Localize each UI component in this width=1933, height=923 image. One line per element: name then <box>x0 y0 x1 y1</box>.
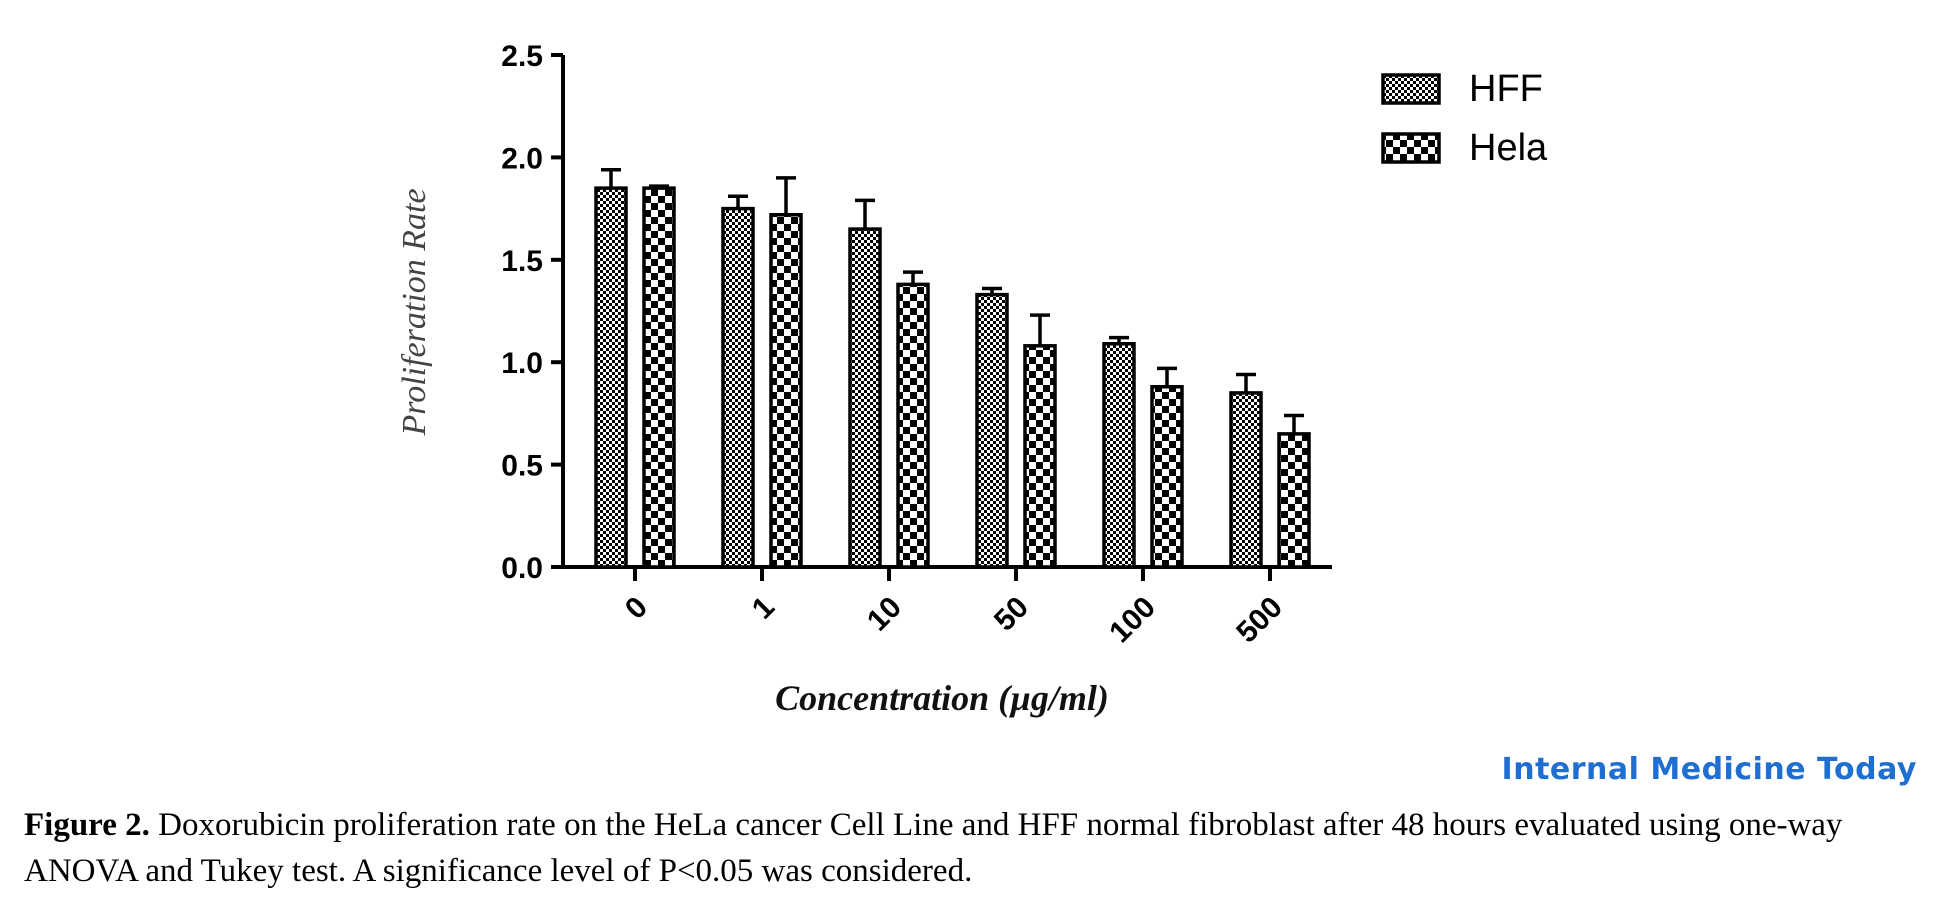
axes <box>551 53 1332 581</box>
bar-hela-0 <box>642 186 676 569</box>
bar-hela-1 <box>769 212 803 569</box>
y-tick-label: 2.0 <box>501 142 543 175</box>
x-tick-label: 0 <box>619 591 654 626</box>
figure-label: Figure 2. <box>24 807 150 843</box>
y-tick-label: 0.5 <box>501 450 543 483</box>
bars <box>594 167 1311 569</box>
figure-caption: Figure 2. Doxorubicin proliferation rate… <box>24 802 1914 894</box>
bar-hff-1 <box>721 206 755 569</box>
legend-label-hela: Hela <box>1469 127 1548 169</box>
bar-chart: 0 1 10 50 100 500 0.0 0.5 1.0 1.5 2.0 2.5 Prolifer… <box>396 40 1548 718</box>
y-axis-title: Proliferation Rate <box>396 188 433 436</box>
bar-hff-500 <box>1229 391 1263 569</box>
legend-swatch-hela <box>1381 132 1441 164</box>
legend: HFF Hela <box>1381 68 1548 169</box>
bar-hela-50 <box>1023 344 1057 569</box>
y-tick-label: 2.5 <box>501 40 543 73</box>
bar-hff-10 <box>848 227 882 569</box>
legend-label-hff: HFF <box>1469 68 1543 110</box>
y-tick-label: 0.0 <box>501 552 543 585</box>
journal-watermark: Internal Medicine Today <box>1501 752 1917 787</box>
bar-hela-500 <box>1277 432 1311 569</box>
x-axis-title: Concentration (µg/ml) <box>775 678 1109 718</box>
caption-text: Doxorubicin proliferation rate on the He… <box>24 807 1843 889</box>
x-tick-label: 1 <box>746 591 781 626</box>
bar-hela-10 <box>896 282 930 569</box>
y-tick-labels: 0.0 0.5 1.0 1.5 2.0 2.5 <box>501 40 543 585</box>
bar-hff-50 <box>975 292 1009 569</box>
y-tick-label: 1.0 <box>501 347 543 380</box>
x-tick-label: 100 <box>1103 591 1162 650</box>
x-tick-label: 10 <box>861 591 908 638</box>
x-tick-label: 50 <box>988 591 1035 638</box>
bar-hela-100 <box>1150 385 1184 569</box>
x-tick-label: 500 <box>1230 591 1289 650</box>
x-tick-labels: 0 1 10 50 100 500 <box>619 591 1289 650</box>
y-tick-label: 1.5 <box>501 245 543 278</box>
bar-hff-100 <box>1102 342 1136 569</box>
bar-hff-0 <box>594 186 628 569</box>
legend-swatch-hff <box>1381 73 1441 105</box>
